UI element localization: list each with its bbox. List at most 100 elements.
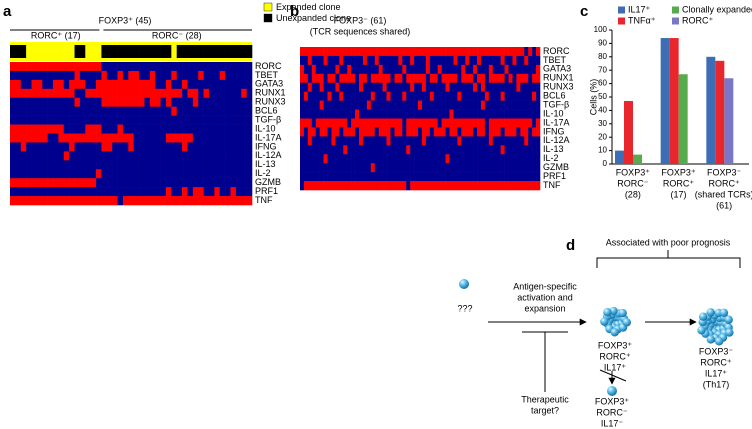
heat-cell	[386, 163, 391, 173]
heat-cell	[528, 64, 533, 75]
heat-cell	[453, 127, 458, 137]
clone-cell	[225, 45, 231, 58]
clone-cell	[171, 45, 178, 58]
heat-cell	[406, 127, 411, 137]
heat-cell	[480, 55, 486, 66]
heat-cell	[10, 70, 16, 81]
heat-cell	[370, 73, 376, 84]
heat-cell	[323, 82, 328, 92]
heat-cell	[20, 169, 27, 179]
heat-cell	[182, 169, 188, 179]
heat-cell	[390, 73, 395, 84]
clone-cell	[36, 45, 43, 58]
text-line: FOXP3⁻	[699, 346, 734, 356]
heat-cell	[241, 133, 247, 143]
heat-cell	[187, 196, 194, 206]
heat-cell	[85, 62, 91, 72]
heat-cell	[96, 97, 102, 107]
heat-cell	[433, 136, 439, 146]
clone-cell	[214, 45, 221, 58]
clone-cell	[122, 45, 129, 58]
heat-cell	[203, 70, 210, 81]
heat-cell	[327, 145, 332, 155]
heat-cell	[402, 154, 407, 164]
heat-cell	[457, 136, 462, 146]
heat-cell	[355, 91, 360, 101]
heat-cell	[165, 196, 172, 206]
heat-cell	[402, 118, 407, 128]
heat-cell	[406, 91, 411, 101]
heat-cell	[303, 181, 309, 191]
heat-cell	[453, 172, 458, 182]
heat-cell	[532, 82, 537, 92]
heat-cell	[457, 91, 462, 101]
heat-cell	[355, 154, 360, 164]
heat-cell	[122, 70, 129, 81]
heat-cell	[362, 163, 368, 173]
heat-cell	[477, 47, 482, 57]
heat-cell	[176, 106, 183, 116]
heat-cell	[421, 82, 427, 92]
heat-cell	[378, 145, 383, 155]
heat-cell	[441, 127, 446, 137]
heat-cell	[461, 55, 466, 66]
heat-cell	[406, 145, 411, 155]
heat-cell	[26, 187, 32, 197]
heat-cell	[315, 163, 320, 173]
heat-cell	[520, 91, 525, 101]
gene-label: IL-12A	[255, 150, 282, 160]
heat-cell	[165, 62, 172, 72]
heat-cell	[359, 82, 364, 92]
heat-cell	[339, 127, 344, 137]
heat-cell	[319, 109, 324, 119]
heat-cell	[106, 62, 113, 72]
heat-cell	[386, 82, 391, 92]
heat-cell	[500, 100, 505, 110]
heat-cell	[198, 151, 204, 161]
heat-cell	[414, 136, 419, 146]
heat-cell	[117, 115, 124, 125]
heat-cell	[36, 196, 43, 206]
heat-cell	[241, 88, 247, 99]
heat-cell	[225, 133, 231, 143]
heat-cell	[441, 136, 446, 146]
heat-cell	[149, 79, 156, 90]
heat-cell	[406, 172, 411, 182]
heat-cell	[480, 145, 486, 155]
heat-cell	[362, 145, 368, 155]
text-line: IL17⁺	[705, 368, 728, 378]
heat-cell	[208, 97, 215, 107]
heat-cell	[155, 115, 161, 125]
heat-cell	[351, 100, 356, 110]
gene-label: TGF-β	[543, 99, 569, 109]
heat-cell	[155, 79, 161, 90]
heat-cell	[214, 187, 221, 197]
heat-cell	[347, 127, 352, 137]
heat-cell	[20, 62, 27, 72]
heat-cell	[315, 136, 320, 146]
heat-cell	[339, 100, 344, 110]
heat-cell	[378, 64, 383, 75]
heat-cell	[441, 82, 446, 92]
heat-cell	[528, 163, 533, 173]
heat-cell	[176, 169, 183, 179]
heat-cell	[160, 62, 167, 72]
heat-cell	[303, 73, 309, 84]
heat-cell	[26, 106, 32, 116]
heat-cell	[366, 154, 372, 164]
heat-cell	[536, 163, 541, 173]
heat-cell	[457, 109, 462, 119]
heat-cell	[85, 88, 91, 99]
heat-cell	[370, 136, 376, 146]
heat-cell	[160, 169, 167, 179]
heat-cell	[311, 181, 317, 191]
heat-cell	[339, 91, 344, 101]
heat-cell	[235, 196, 242, 206]
heat-cell	[230, 187, 237, 197]
heat-cell	[335, 163, 340, 173]
heat-cell	[437, 100, 442, 110]
heat-cell	[488, 172, 494, 182]
heat-cell	[441, 172, 446, 182]
heat-cell	[42, 97, 48, 107]
heat-cell	[187, 106, 194, 116]
